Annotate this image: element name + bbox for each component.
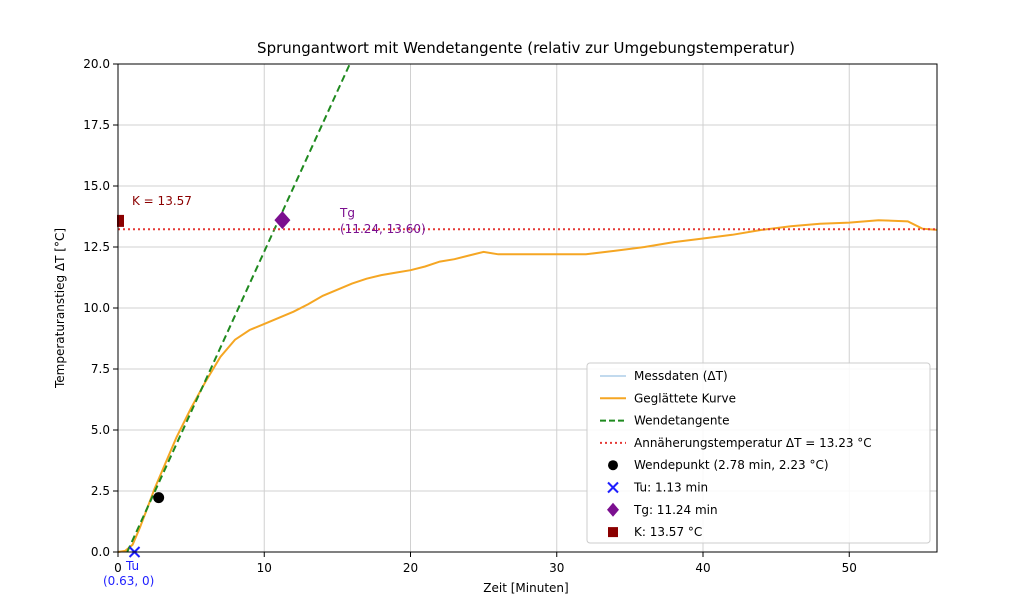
legend-box	[586, 362, 931, 544]
legend-label: Tg: 11.24 min	[633, 503, 718, 517]
tu-annotation-coords: (0.63, 0)	[103, 574, 154, 588]
y-axis-label: Temperaturanstieg ΔT [°C]	[53, 228, 67, 389]
tg-annotation-coords: (11.24, 13.60)	[340, 222, 426, 236]
y-tick-label: 12.5	[83, 240, 110, 254]
legend-item: Tu: 1.13 min	[607, 481, 708, 495]
y-tick-label: 5.0	[91, 423, 110, 437]
x-tick-label: 30	[549, 561, 564, 575]
legend-item: K: 13.57 °C	[608, 525, 702, 539]
legend-item: Annäherungstemperatur ΔT = 13.23 °C	[600, 436, 872, 450]
chart-title: Sprungantwort mit Wendetangente (relativ…	[257, 39, 795, 57]
tangent-line	[126, 63, 351, 553]
y-tick-label: 0.0	[91, 545, 110, 559]
legend-items: Messdaten (ΔT) Geglättete Kurve Wendetange…	[600, 369, 872, 539]
y-tick-label: 17.5	[83, 118, 110, 132]
y-tick-label: 7.5	[91, 362, 110, 376]
legend-item: Messdaten (ΔT)	[600, 369, 728, 383]
x-tick-label: 40	[695, 561, 710, 575]
legend-label: Messdaten (ΔT)	[634, 369, 728, 383]
y-tick-label: 10.0	[83, 301, 110, 315]
legend-swatch	[607, 481, 619, 494]
y-tick-label: 15.0	[83, 179, 110, 193]
inflection-point-marker	[153, 492, 165, 504]
x-axis-label: Zeit [Minuten]	[483, 581, 568, 595]
legend-label: Wendetangente	[634, 414, 730, 428]
legend-swatch	[608, 460, 618, 471]
smoothed-series	[117, 219, 938, 553]
tg-marker	[274, 211, 291, 230]
k-annotation: K = 13.57	[132, 194, 192, 208]
tg-annotation-label: Tg	[339, 206, 355, 220]
legend-item: Tg: 11.24 min	[607, 502, 718, 517]
legend-label: Annäherungstemperatur ΔT = 13.23 °C	[634, 436, 872, 450]
legend-label: Tu: 1.13 min	[633, 481, 708, 495]
legend-label: Geglättete Kurve	[634, 391, 736, 405]
legend: Messdaten (ΔT) Geglättete Kurve Wendetange…	[586, 362, 931, 544]
legend-label: K: 13.57 °C	[634, 525, 702, 539]
k-marker	[117, 214, 124, 227]
legend-item: Geglättete Kurve	[600, 391, 736, 405]
x-tick-label: 20	[403, 561, 418, 575]
y-tick-label: 2.5	[91, 484, 110, 498]
legend-label: Wendepunkt (2.78 min, 2.23 °C)	[634, 458, 829, 472]
tu-annotation-label: Tu	[125, 559, 139, 573]
legend-item: Wendetangente	[600, 414, 730, 428]
x-tick-label: 10	[257, 561, 272, 575]
x-tick-label: 50	[842, 561, 857, 575]
legend-item: Wendepunkt (2.78 min, 2.23 °C)	[608, 458, 829, 472]
y-tick-label: 20.0	[83, 57, 110, 71]
x-tick-label: 0	[114, 561, 122, 575]
legend-swatch	[608, 527, 618, 538]
legend-swatch	[607, 502, 619, 517]
series-layer	[117, 63, 938, 553]
axis-ticks: 0 10 20 30 40 50 0.0 2.5 5.0 7.5 10.0 12.5 15.0 17.5 2…	[83, 57, 857, 575]
